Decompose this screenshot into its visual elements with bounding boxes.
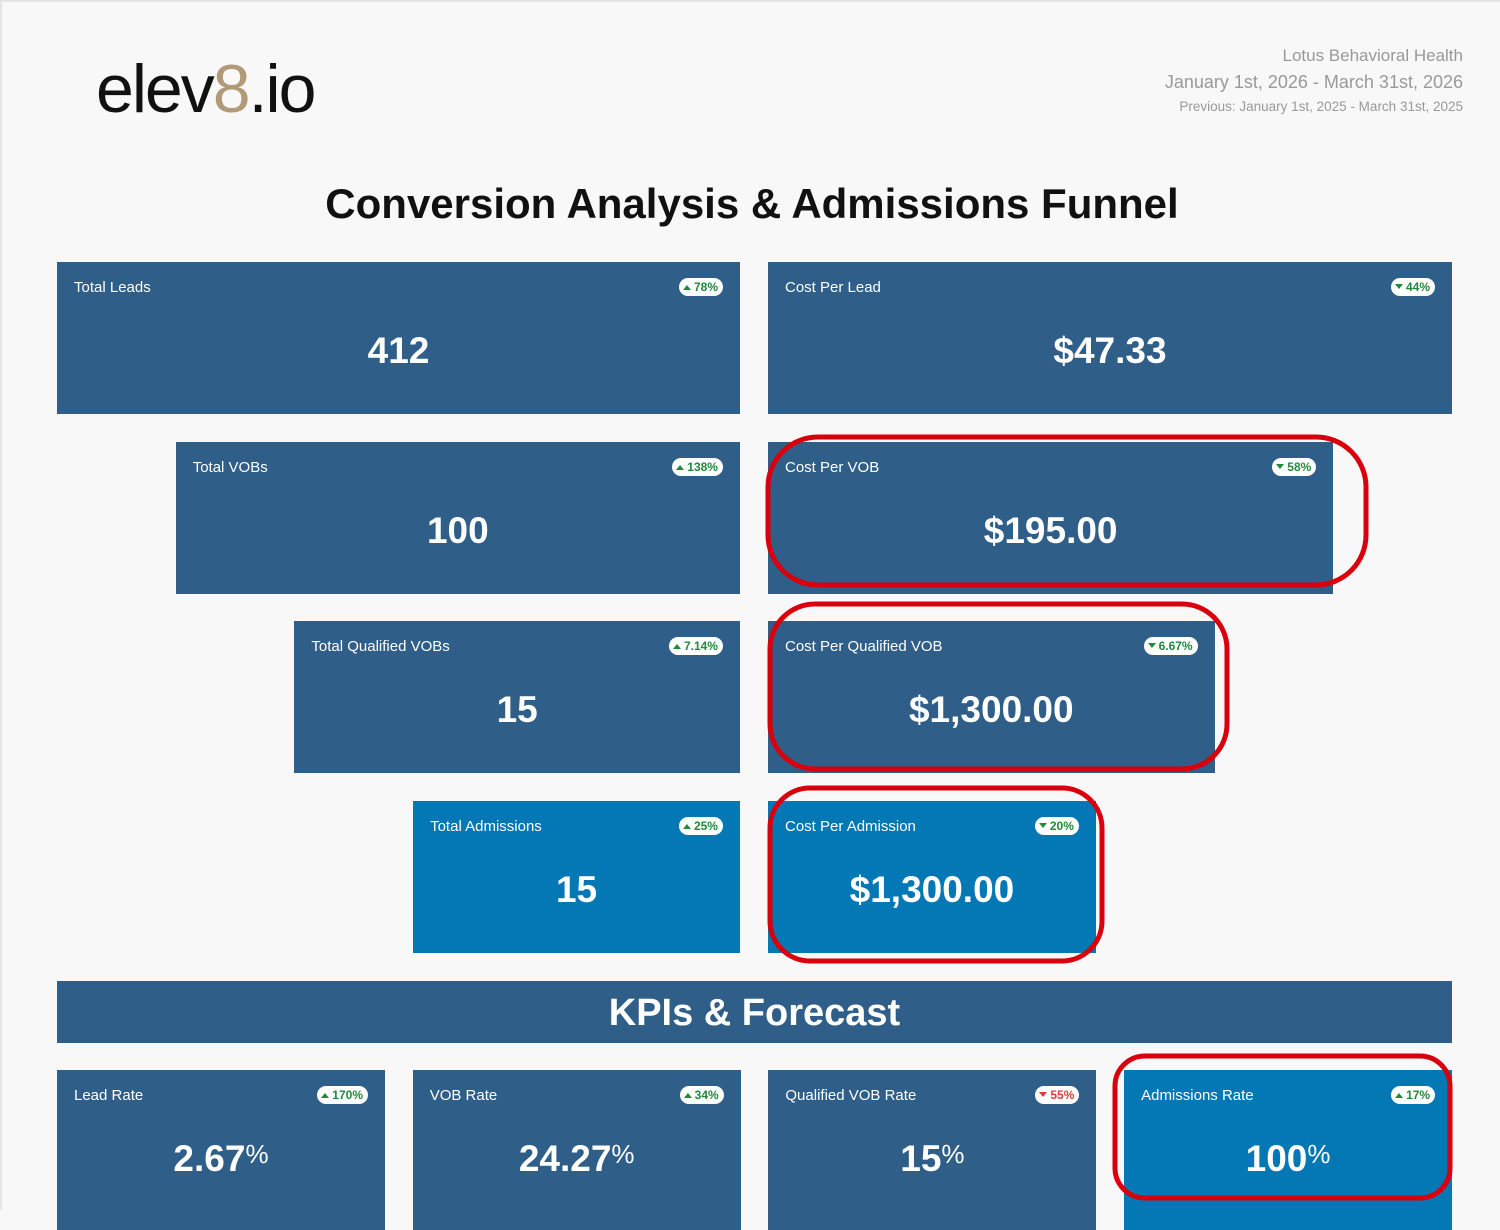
metric-card: Cost Per VOB $195.00 58% (768, 441, 1334, 594)
card-label: Total Admissions (430, 817, 542, 835)
logo-text: .io (248, 51, 317, 127)
previous-range: Previous: January 1st, 2025 - March 31st… (1179, 99, 1463, 114)
card-label: Lead Rate (74, 1087, 144, 1104)
metric-card: Cost Per Lead $47.33 44% (768, 262, 1452, 414)
card-value: $1,300.00 (768, 869, 1096, 911)
card-value: 24.27% (413, 1138, 741, 1180)
card-label: Total Qualified VOBs (311, 638, 450, 655)
change-badge: 34% (679, 1086, 724, 1104)
metric-card: Cost Per Qualified VOB $1,300.00 6.67% (768, 621, 1215, 773)
change-text: 34% (694, 1088, 719, 1102)
change-badge: 17% (1391, 1086, 1436, 1104)
logo[interactable]: elev8.io (96, 50, 317, 128)
change-badge: 78% (678, 278, 723, 296)
date-range[interactable]: January 1st, 2026 - March 31st, 2026 (1164, 72, 1463, 92)
card-value: 2.67% (57, 1138, 385, 1180)
value-text: 100 (426, 509, 489, 551)
card-label: Cost Per Lead (785, 279, 881, 296)
change-badge: 170% (317, 1086, 368, 1104)
value-text: 15 (900, 1138, 942, 1179)
metric-card: Lead Rate 2.67% 170% (57, 1070, 385, 1230)
card-value: 100 (176, 510, 740, 552)
change-text: 25% (693, 818, 718, 833)
value-text: 24.27 (518, 1138, 612, 1179)
trend-arrow (1038, 822, 1047, 828)
card-label: VOB Rate (429, 1087, 498, 1104)
change-badge: 20% (1034, 816, 1079, 835)
value-text: 100 (1245, 1138, 1308, 1179)
card-value: 412 (57, 330, 740, 372)
metric-card: Cost Per Admission $1,300.00 20% (768, 800, 1096, 953)
card-value: 15 (294, 689, 740, 731)
change-text: 7.14% (683, 639, 718, 653)
metric-card: VOB Rate 24.27% 34% (412, 1070, 741, 1230)
value-text: $195.00 (983, 509, 1118, 551)
value-text: $47.33 (1053, 330, 1167, 371)
card-label: Qualified VOB Rate (785, 1087, 917, 1104)
trend-arrow (1147, 643, 1156, 648)
client-name: Lotus Behavioral Health (1282, 46, 1463, 65)
metric-card: Admissions Rate 100% 17% (1124, 1070, 1453, 1230)
value-text: 412 (367, 330, 430, 371)
card-value: 15% (768, 1138, 1096, 1180)
card-value: $1,300.00 (768, 689, 1215, 731)
value-text: $1,300.00 (849, 868, 1015, 910)
change-badge: 7.14% (668, 637, 723, 655)
value-text: 15 (496, 689, 538, 730)
metric-card: Total Admissions 15 25% (413, 800, 740, 953)
value-unit: % (941, 1139, 965, 1169)
change-text: 44% (1405, 280, 1430, 294)
card-label: Admissions Rate (1141, 1087, 1254, 1104)
card-label: Total VOBs (192, 458, 268, 476)
change-text: 138% (687, 459, 718, 474)
section-banner: KPIs & Forecast (57, 981, 1452, 1043)
change-text: 78% (693, 280, 718, 294)
change-text: 6.67% (1158, 639, 1193, 653)
card-value: $47.33 (768, 330, 1452, 372)
value-text: $1,300.00 (908, 689, 1074, 730)
card-value: 15 (413, 869, 740, 911)
card-value: $195.00 (768, 510, 1333, 552)
change-text: 170% (332, 1088, 363, 1102)
metric-card: Total Qualified VOBs 15 7.14% (294, 621, 740, 773)
change-badge: 55% (1035, 1086, 1080, 1104)
card-label: Total Leads (74, 279, 151, 296)
trend-arrow (682, 823, 691, 829)
change-badge: 138% (672, 457, 723, 476)
change-badge: 44% (1390, 278, 1435, 296)
logo-text: elev (96, 51, 215, 127)
value-text: 2.67 (173, 1138, 246, 1179)
trend-arrow (682, 285, 691, 290)
trend-arrow (1039, 1092, 1048, 1097)
change-text: 58% (1287, 459, 1312, 474)
change-text: 20% (1049, 818, 1074, 833)
metric-card: Total VOBs 100 138% (175, 441, 740, 594)
trend-arrow (683, 1093, 692, 1098)
trend-arrow (1276, 463, 1285, 469)
change-text: 17% (1406, 1088, 1431, 1102)
change-badge: 25% (678, 816, 723, 835)
value-text: 15 (555, 868, 598, 910)
change-text: 55% (1050, 1088, 1075, 1102)
metric-card: Total Leads 412 78% (57, 262, 740, 414)
change-badge: 6.67% (1143, 637, 1198, 655)
card-value: 100% (1124, 1138, 1452, 1180)
trend-arrow (1394, 284, 1403, 289)
value-unit: % (1307, 1139, 1331, 1169)
card-label: Cost Per Qualified VOB (785, 638, 943, 655)
trend-arrow (321, 1093, 330, 1098)
logo-accent: 8 (212, 51, 251, 127)
trend-arrow (672, 644, 681, 649)
trend-arrow (676, 464, 685, 470)
trend-arrow (1395, 1093, 1404, 1098)
change-badge: 58% (1272, 457, 1317, 476)
value-unit: % (611, 1139, 635, 1169)
section-title: Conversion Analysis & Admissions Funnel (325, 180, 1179, 227)
card-label: Cost Per Admission (785, 817, 916, 835)
metric-card: Qualified VOB Rate 15% 55% (768, 1070, 1097, 1230)
card-label: Cost Per VOB (785, 458, 880, 476)
value-unit: % (245, 1139, 269, 1169)
